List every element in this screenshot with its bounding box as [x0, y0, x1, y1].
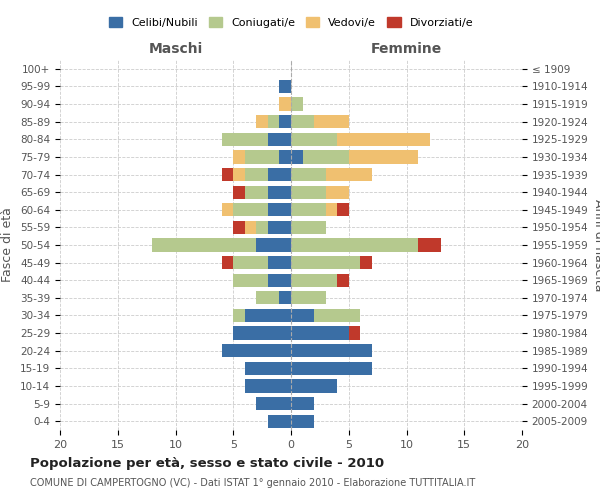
Bar — [314, 309, 360, 322]
Bar — [222, 132, 268, 146]
Bar — [280, 291, 291, 304]
Bar — [268, 274, 291, 287]
Bar — [245, 362, 291, 375]
Bar — [291, 274, 337, 287]
Bar — [291, 414, 314, 428]
Bar — [233, 150, 245, 164]
Bar — [291, 362, 372, 375]
Bar — [233, 168, 245, 181]
Bar — [222, 344, 291, 358]
Bar — [280, 80, 291, 93]
Bar — [291, 115, 314, 128]
Bar — [268, 256, 291, 269]
Bar — [268, 221, 291, 234]
Bar — [268, 168, 291, 181]
Bar — [291, 397, 314, 410]
Bar — [291, 380, 337, 392]
Bar — [233, 309, 245, 322]
Bar — [337, 274, 349, 287]
Text: Popolazione per età, sesso e stato civile - 2010: Popolazione per età, sesso e stato civil… — [30, 458, 384, 470]
Bar — [280, 115, 291, 128]
Bar — [268, 203, 291, 216]
Bar — [291, 168, 326, 181]
Bar — [291, 186, 326, 198]
Bar — [291, 150, 302, 164]
Bar — [349, 326, 360, 340]
Text: Femmine: Femmine — [371, 42, 442, 56]
Bar — [302, 150, 349, 164]
Bar — [222, 256, 233, 269]
Bar — [245, 168, 268, 181]
Text: Maschi: Maschi — [148, 42, 203, 56]
Bar — [256, 397, 291, 410]
Bar — [337, 132, 430, 146]
Bar — [268, 186, 291, 198]
Bar — [256, 221, 268, 234]
Bar — [245, 186, 268, 198]
Bar — [233, 221, 245, 234]
Bar — [291, 326, 349, 340]
Bar — [291, 203, 326, 216]
Bar — [291, 98, 302, 110]
Bar — [280, 98, 291, 110]
Bar — [233, 274, 268, 287]
Bar — [245, 150, 280, 164]
Bar — [256, 238, 291, 252]
Bar — [268, 414, 291, 428]
Bar — [291, 309, 314, 322]
Y-axis label: Fasce di età: Fasce di età — [1, 208, 14, 282]
Text: COMUNE DI CAMPERTOGNO (VC) - Dati ISTAT 1° gennaio 2010 - Elaborazione TUTTITALI: COMUNE DI CAMPERTOGNO (VC) - Dati ISTAT … — [30, 478, 475, 488]
Bar — [245, 380, 291, 392]
Bar — [268, 115, 280, 128]
Bar — [245, 221, 256, 234]
Bar — [291, 344, 372, 358]
Bar — [291, 221, 326, 234]
Bar — [256, 291, 280, 304]
Bar — [326, 168, 372, 181]
Bar — [152, 238, 256, 252]
Bar — [360, 256, 372, 269]
Bar — [280, 150, 291, 164]
Bar — [256, 115, 268, 128]
Bar — [291, 256, 360, 269]
Bar — [222, 168, 233, 181]
Bar — [326, 186, 349, 198]
Bar — [233, 203, 268, 216]
Bar — [268, 132, 291, 146]
Y-axis label: Anni di nascita: Anni di nascita — [592, 198, 600, 291]
Bar — [233, 256, 268, 269]
Bar — [337, 203, 349, 216]
Bar — [222, 203, 233, 216]
Bar — [349, 150, 418, 164]
Bar — [291, 238, 418, 252]
Bar — [233, 326, 291, 340]
Bar — [233, 186, 245, 198]
Bar — [291, 291, 326, 304]
Bar — [418, 238, 441, 252]
Bar — [291, 132, 337, 146]
Legend: Celibi/Nubili, Coniugati/e, Vedovi/e, Divorziati/e: Celibi/Nubili, Coniugati/e, Vedovi/e, Di… — [106, 14, 476, 31]
Bar — [326, 203, 337, 216]
Bar — [314, 115, 349, 128]
Bar — [245, 309, 291, 322]
